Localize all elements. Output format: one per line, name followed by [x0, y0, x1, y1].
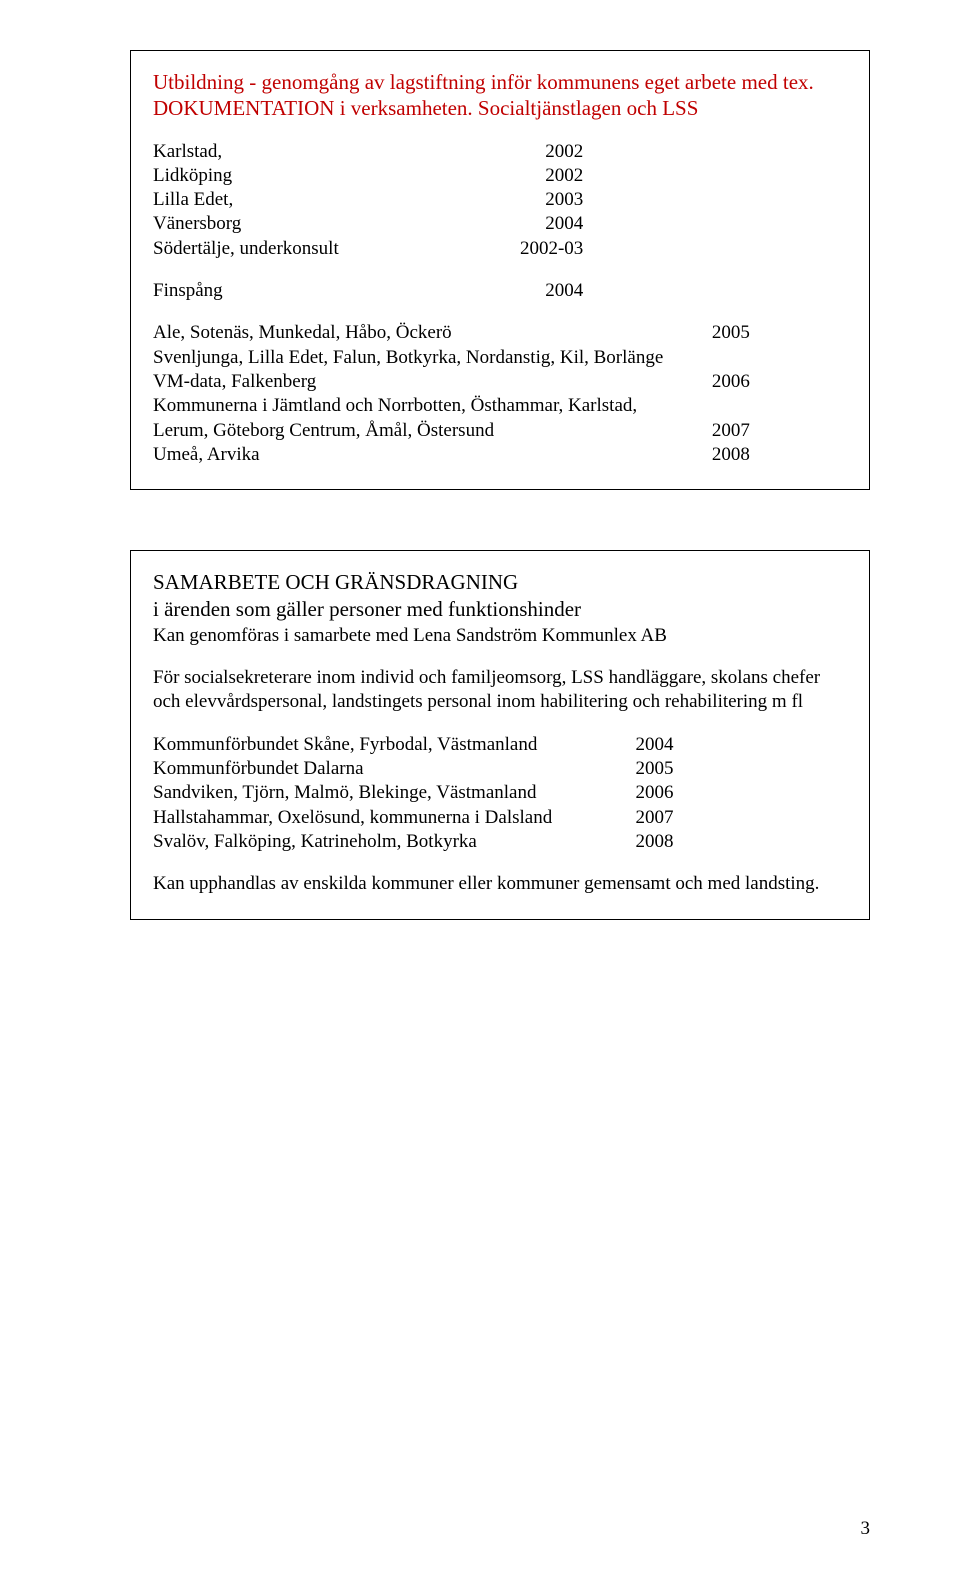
box1-heading: Utbildning - genomgång av lagstiftning i… — [153, 69, 847, 122]
row-year: 2005 — [616, 757, 674, 781]
table-row: Södertälje, underkonsult 2002-03 — [153, 237, 583, 261]
row-year: 2003 — [525, 188, 583, 212]
row-label: Hallstahammar, Oxelösund, kommunerna i D… — [153, 806, 616, 830]
row-year: 2007 — [616, 806, 674, 830]
row-year: 2002 — [525, 140, 583, 164]
row-label: Lilla Edet, — [153, 188, 525, 212]
table-row: Umeå, Arvika 2008 — [153, 443, 750, 467]
table-row: Kommunförbundet Dalarna 2005 — [153, 757, 674, 781]
row-year — [730, 394, 750, 418]
row-year: 2005 — [692, 321, 750, 345]
box2-closing: Kan upphandlas av enskilda kommuner elle… — [153, 872, 847, 896]
row-year: 2008 — [692, 443, 750, 467]
row-label: VM-data, Falkenberg — [153, 370, 692, 394]
table-row: VM-data, Falkenberg 2006 — [153, 370, 750, 394]
row-label: Karlstad, — [153, 140, 525, 164]
table-row: Finspång 2004 — [153, 279, 583, 303]
row-year: 2006 — [616, 781, 674, 805]
table-row: Karlstad, 2002 — [153, 140, 583, 164]
box-samarbete: SAMARBETE OCH GRÄNSDRAGNING i ärenden so… — [130, 550, 870, 919]
row-label: Södertälje, underkonsult — [153, 237, 500, 261]
box1-table3: Ale, Sotenäs, Munkedal, Håbo, Öckerö 200… — [153, 321, 750, 467]
table-row: Lidköping 2002 — [153, 164, 583, 188]
row-label: Vänersborg — [153, 212, 525, 236]
row-year: 2004 — [616, 733, 674, 757]
row-label: Ale, Sotenäs, Munkedal, Håbo, Öckerö — [153, 321, 692, 345]
row-year — [730, 346, 750, 370]
table-row: Ale, Sotenäs, Munkedal, Håbo, Öckerö 200… — [153, 321, 750, 345]
box1-table2: Finspång 2004 — [153, 279, 583, 303]
box1-table1: Karlstad, 2002 Lidköping 2002 Lilla Edet… — [153, 140, 583, 262]
box-training: Utbildning - genomgång av lagstiftning i… — [130, 50, 870, 490]
page: Utbildning - genomgång av lagstiftning i… — [0, 0, 960, 1020]
row-year: 2004 — [525, 212, 583, 236]
row-year: 2006 — [692, 370, 750, 394]
row-label: Svalöv, Falköping, Katrineholm, Botkyrka — [153, 830, 616, 854]
row-year: 2004 — [525, 279, 583, 303]
table-row: Kommunförbundet Skåne, Fyrbodal, Västman… — [153, 733, 674, 757]
page-number: 3 — [861, 1518, 871, 1540]
row-label: Lerum, Göteborg Centrum, Åmål, Östersund — [153, 419, 692, 443]
row-label: Kommunförbundet Dalarna — [153, 757, 616, 781]
table-row: Lerum, Göteborg Centrum, Åmål, Östersund… — [153, 419, 750, 443]
row-year: 2002-03 — [500, 237, 583, 261]
table-row: Svenljunga, Lilla Edet, Falun, Botkyrka,… — [153, 346, 750, 370]
box2-heading-main: SAMARBETE OCH GRÄNSDRAGNING — [153, 569, 847, 595]
row-label: Kommunerna i Jämtland och Norrbotten, Ös… — [153, 394, 730, 418]
box2-subline: Kan genomföras i samarbete med Lena Sand… — [153, 624, 847, 648]
row-label: Finspång — [153, 279, 525, 303]
table-row: Hallstahammar, Oxelösund, kommunerna i D… — [153, 806, 674, 830]
row-year: 2002 — [525, 164, 583, 188]
table-row: Sandviken, Tjörn, Malmö, Blekinge, Västm… — [153, 781, 674, 805]
box2-heading-group: SAMARBETE OCH GRÄNSDRAGNING i ärenden so… — [153, 569, 847, 622]
table-row: Lilla Edet, 2003 — [153, 188, 583, 212]
row-label: Umeå, Arvika — [153, 443, 692, 467]
box2-para: För socialsekreterare inom individ och f… — [153, 666, 847, 715]
table-row: Vänersborg 2004 — [153, 212, 583, 236]
row-year: 2007 — [692, 419, 750, 443]
table-row: Kommunerna i Jämtland och Norrbotten, Ös… — [153, 394, 750, 418]
row-label: Lidköping — [153, 164, 525, 188]
row-label: Svenljunga, Lilla Edet, Falun, Botkyrka,… — [153, 346, 730, 370]
box2-heading-sub: i ärenden som gäller personer med funkti… — [153, 596, 847, 622]
table-row: Svalöv, Falköping, Katrineholm, Botkyrka… — [153, 830, 674, 854]
row-year: 2008 — [616, 830, 674, 854]
row-label: Kommunförbundet Skåne, Fyrbodal, Västman… — [153, 733, 616, 757]
box2-table: Kommunförbundet Skåne, Fyrbodal, Västman… — [153, 733, 674, 855]
row-label: Sandviken, Tjörn, Malmö, Blekinge, Västm… — [153, 781, 616, 805]
